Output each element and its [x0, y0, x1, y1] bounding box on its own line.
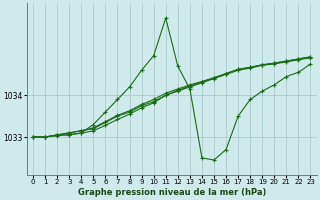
X-axis label: Graphe pression niveau de la mer (hPa): Graphe pression niveau de la mer (hPa) — [77, 188, 266, 197]
